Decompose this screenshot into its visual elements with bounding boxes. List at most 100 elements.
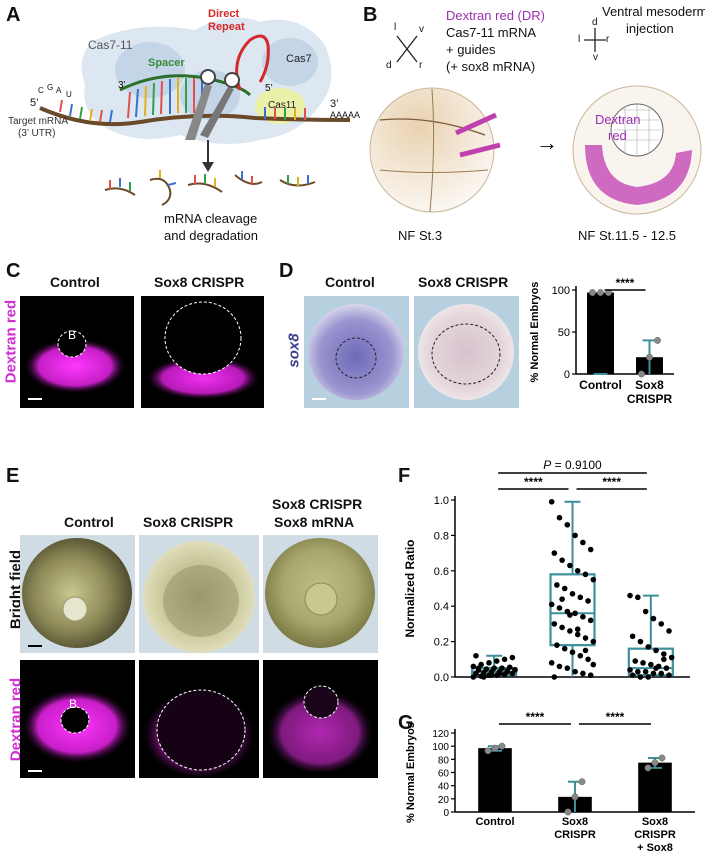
injection-line-1: Cas7-11 mRNA <box>446 25 537 40</box>
f-data-point <box>559 624 565 631</box>
f-data-point <box>559 557 565 563</box>
G-category-label: Sox8 <box>562 816 588 828</box>
G-category-label: Sox8 <box>642 816 668 828</box>
f-data-point <box>640 660 646 666</box>
dr-label: Dextran red (DR) <box>446 8 545 23</box>
panel-label-b: B <box>363 4 378 26</box>
f-y-tick-label: 0.2 <box>434 637 449 649</box>
f-data-point <box>650 670 657 677</box>
down-arrow-head <box>202 162 214 172</box>
f-data-point <box>587 672 594 679</box>
scissors-icon <box>185 69 240 140</box>
cas7-label: Cas7 <box>286 53 312 65</box>
D-category-label: Control <box>579 378 622 392</box>
f-y-tick-label: 0.6 <box>434 566 449 578</box>
f-data-point <box>564 521 571 528</box>
base-u: U <box>66 90 72 99</box>
axis-cross-icon <box>584 28 606 52</box>
e-control-bright-image <box>20 535 135 653</box>
e-rescue-title-2: Sox8 mRNA <box>274 514 355 530</box>
e-crispr-title: Sox8 CRISPR <box>143 514 234 530</box>
f-data-point <box>556 663 563 670</box>
f-data-point <box>587 546 594 553</box>
D-y-axis-label: % Normal Embryos <box>529 282 541 383</box>
panel-label-c: C <box>6 260 21 282</box>
D-category-label: Sox8 <box>635 378 664 392</box>
base-a: A <box>56 86 62 95</box>
f-data-point <box>572 532 578 539</box>
panel-label-e: E <box>6 465 20 487</box>
c-dextran-side-label: Dextran red <box>2 299 20 384</box>
axis-v: v <box>419 24 424 35</box>
f-data-point <box>512 667 518 673</box>
c-crispr-image <box>141 296 264 408</box>
f-data-point <box>642 668 649 675</box>
G-y-tick-label: 0 <box>443 808 449 819</box>
f-data-point <box>661 651 667 657</box>
cas11-label: Cas11 <box>268 100 297 111</box>
d-crispr-image <box>414 296 519 408</box>
dextran-callout-2: red <box>608 128 627 143</box>
f-data-point <box>627 667 633 673</box>
axis-diagonal-icon <box>396 35 418 63</box>
f-p-symbol: P <box>543 460 551 472</box>
f-box <box>549 573 596 647</box>
e-control-title: Control <box>64 514 114 530</box>
spacer-label: Spacer <box>148 57 185 69</box>
D-data-point <box>638 370 645 378</box>
f-data-point <box>504 668 510 675</box>
G-y-axis-label: % Normal Embryos <box>405 722 417 823</box>
f-data-point <box>582 635 589 641</box>
e-blastocoel-label: B <box>69 697 78 711</box>
axis-d: d <box>386 60 392 71</box>
ventral-label-2: injection <box>626 21 674 36</box>
f-data-point <box>572 610 578 617</box>
f-y-tick-label: 0.4 <box>434 601 449 613</box>
f-data-point <box>561 585 568 592</box>
f-data-point <box>556 514 563 521</box>
G-category-label: Control <box>475 816 514 828</box>
f-data-point <box>632 658 639 664</box>
f-data-point <box>585 656 591 663</box>
f-data-point <box>661 656 667 663</box>
D-data-point <box>654 336 661 344</box>
f-data-point <box>493 658 500 664</box>
f-y-tick-label: 0.0 <box>434 672 449 684</box>
f-data-point <box>496 670 503 677</box>
f-data-point <box>556 605 563 611</box>
f-data-point <box>509 654 516 661</box>
f-data-point <box>629 633 636 640</box>
f-box <box>627 647 674 677</box>
f-data-point <box>567 628 573 634</box>
d-sox8-side-label: sox8 <box>285 333 303 368</box>
cleavage-label-1: mRNA cleavage <box>164 211 258 226</box>
f-y-tick-label: 0.8 <box>434 530 449 542</box>
base-g: G <box>47 83 54 92</box>
f-data-point <box>668 654 675 661</box>
G-y-tick-label: 60 <box>438 769 450 780</box>
f-data-point <box>499 665 505 671</box>
f-data-point <box>582 571 589 578</box>
f-data-point <box>491 665 497 671</box>
f-data-point <box>666 672 672 679</box>
axis-l: l <box>394 22 397 33</box>
f-data-point <box>470 663 477 670</box>
f-data-point <box>627 592 633 599</box>
f-data-point <box>473 652 479 659</box>
f-data-point <box>645 674 652 680</box>
f-box-plot: 0.0 0.2 0.4 0.6 0.8 1.0 Normalized Ratio **** **… <box>403 460 690 684</box>
axis2-v: v <box>593 52 598 63</box>
f-data-point <box>580 539 586 546</box>
utr-label: (3’ UTR) <box>18 128 56 139</box>
dextran-callout-1: Dextran <box>595 112 641 127</box>
f-data-point <box>650 615 657 622</box>
three-prime-label: 3’ <box>330 98 339 110</box>
G-category-label: + Sox8 <box>637 842 673 854</box>
f-data-point <box>574 626 581 633</box>
c-control-image <box>20 296 134 408</box>
G-y-tick-label: 120 <box>432 729 449 740</box>
f-data-point <box>590 638 597 645</box>
f-data-point <box>551 621 558 627</box>
G-data-point <box>491 744 499 752</box>
f-data-point <box>561 645 568 652</box>
